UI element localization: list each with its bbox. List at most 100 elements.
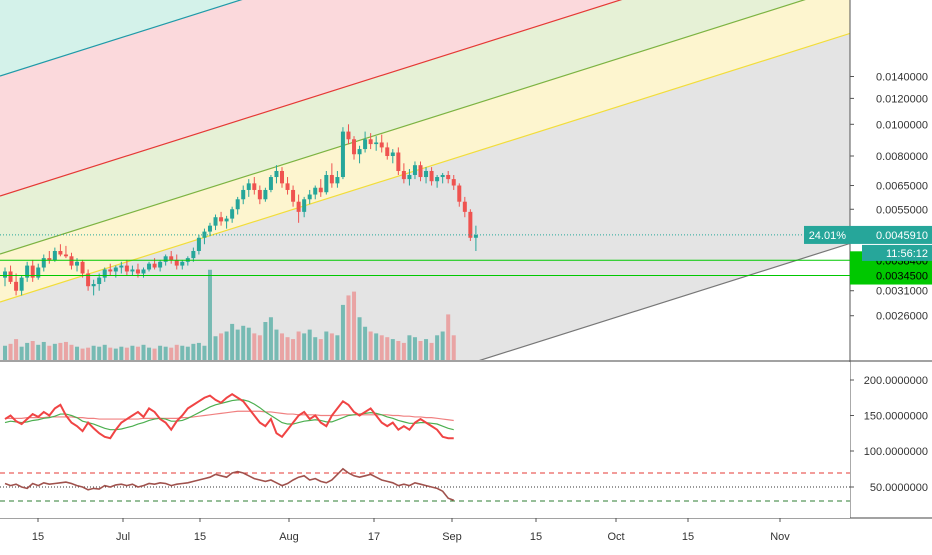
candle-body	[429, 170, 434, 182]
candle-body	[91, 284, 96, 287]
volume-bar	[36, 344, 41, 360]
candle-body	[169, 256, 174, 260]
time-axis-label: 15	[682, 531, 694, 543]
candle-body	[30, 265, 35, 278]
price-axis-label: 0.0065000	[876, 181, 928, 193]
candle-body	[368, 139, 373, 145]
volume-bar	[352, 291, 357, 360]
volume-bar	[396, 341, 401, 360]
candle-body	[124, 265, 129, 272]
candle-body	[152, 263, 157, 268]
volume-bar	[318, 339, 323, 360]
candle-body	[174, 259, 179, 266]
volume-bar	[113, 348, 118, 360]
candle-body	[86, 273, 91, 287]
candle-body	[473, 234, 478, 238]
countdown-badge	[862, 244, 932, 261]
volume-bar	[424, 339, 429, 360]
volume-bar	[435, 335, 440, 360]
volume-bar	[158, 345, 163, 360]
candle-body	[47, 258, 52, 260]
volume-bar	[69, 344, 74, 360]
candle-body	[307, 194, 312, 200]
volume-bar	[235, 329, 240, 360]
candle-body	[446, 174, 451, 180]
candle-body	[196, 237, 201, 252]
candle-body	[396, 152, 401, 171]
volume-bar	[418, 341, 423, 360]
horizontal-level-badge	[850, 266, 932, 285]
time-axis-label: Aug	[279, 531, 299, 543]
osc1-axis-label: 150.0000000	[864, 411, 928, 423]
candle-body	[14, 281, 19, 291]
candle-body	[207, 225, 212, 232]
candle-body	[75, 261, 80, 266]
volume-bar	[313, 337, 318, 360]
candle-body	[296, 201, 301, 212]
time-axis-label: 17	[368, 531, 380, 543]
candle-body	[457, 185, 462, 202]
volume-bar	[368, 331, 373, 360]
candle-body	[313, 187, 318, 195]
volume-bar	[191, 343, 196, 360]
volume-bar	[407, 335, 412, 360]
time-axis-label: 15	[32, 531, 44, 543]
price-axis-label: 0.0055000	[876, 204, 928, 216]
price-axis-label: 0.0140000	[876, 71, 928, 83]
candle-body	[52, 251, 57, 260]
candle-body	[235, 199, 240, 210]
candle-body	[324, 174, 329, 193]
volume-bar	[429, 342, 434, 360]
volume-bar	[385, 337, 390, 360]
volume-bar	[25, 342, 30, 360]
volume-bar	[252, 333, 257, 360]
candle-body	[435, 177, 440, 182]
candle-body	[163, 256, 168, 262]
volume-bar	[346, 295, 351, 360]
candle-body	[25, 265, 30, 278]
candle-body	[451, 179, 456, 186]
time-axis-label: Sep	[442, 531, 462, 543]
candle-body	[318, 187, 323, 193]
volume-bar	[52, 343, 57, 360]
candle-body	[130, 269, 135, 272]
candle-body	[119, 265, 124, 268]
price-axis-label: 0.0026000	[876, 311, 928, 323]
volume-bar	[363, 326, 368, 360]
candle-body	[379, 142, 384, 148]
candle-body	[147, 263, 152, 270]
candle-body	[374, 142, 379, 145]
candle-body	[280, 170, 284, 184]
volume-bar	[30, 341, 35, 360]
volume-bar	[263, 322, 268, 360]
volume-bar	[257, 335, 262, 360]
candle-body	[69, 256, 74, 266]
candle-body	[407, 174, 412, 180]
volume-bar	[97, 346, 102, 360]
volume-bar	[357, 317, 362, 360]
volume-bar	[152, 348, 157, 360]
candle-body	[180, 261, 185, 266]
volume-bar	[63, 341, 68, 360]
candle-body	[352, 139, 357, 155]
change-percent-label: 24.01%	[809, 230, 847, 242]
candle-body	[241, 189, 246, 200]
current-price-label: 0.0045910	[876, 230, 928, 242]
osc2-axis-label: 50.0000000	[870, 482, 928, 494]
countdown-label: 11:56:12	[886, 248, 928, 260]
volume-bar	[19, 346, 24, 360]
candle-body	[135, 269, 140, 274]
volume-bar	[440, 331, 445, 360]
volume-bar	[324, 331, 329, 360]
channel-band-5	[0, 33, 850, 360]
volume-bar	[163, 346, 168, 360]
candle-body	[158, 261, 163, 268]
volume-bar	[451, 335, 456, 360]
volume-bar	[202, 345, 207, 360]
volume-bar	[274, 329, 279, 360]
candle-body	[97, 277, 102, 285]
candle-body	[268, 177, 273, 190]
candle-body	[141, 269, 146, 274]
time-axis-label: 15	[194, 531, 206, 543]
candle-body	[191, 251, 196, 259]
